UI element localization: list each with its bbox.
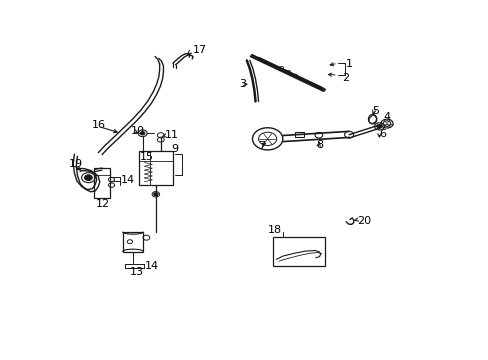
Text: 4: 4 <box>383 112 390 122</box>
Text: 3: 3 <box>239 79 246 89</box>
Text: 16: 16 <box>92 120 106 130</box>
Circle shape <box>84 175 92 180</box>
Text: 10: 10 <box>131 126 145 136</box>
Text: 13: 13 <box>130 267 143 276</box>
Bar <box>295 132 303 137</box>
Circle shape <box>376 125 381 128</box>
Text: 20: 20 <box>356 216 370 226</box>
Text: 18: 18 <box>267 225 281 235</box>
Text: 14: 14 <box>145 261 159 270</box>
Text: 12: 12 <box>96 199 110 209</box>
Text: 7: 7 <box>258 141 265 151</box>
Circle shape <box>153 193 158 196</box>
Bar <box>94 168 109 198</box>
Circle shape <box>140 132 144 135</box>
Text: 5: 5 <box>371 106 378 116</box>
Bar <box>273 237 324 266</box>
Text: 11: 11 <box>164 130 178 140</box>
Text: 6: 6 <box>379 129 386 139</box>
Text: 9: 9 <box>171 144 178 154</box>
Text: 19: 19 <box>68 159 82 169</box>
Text: 8: 8 <box>315 140 322 150</box>
Text: 15: 15 <box>139 152 153 162</box>
Text: 14: 14 <box>121 175 135 185</box>
Bar <box>139 151 173 185</box>
Bar <box>122 232 143 252</box>
Text: 1: 1 <box>345 59 352 69</box>
Text: 17: 17 <box>193 45 207 55</box>
Text: 2: 2 <box>342 73 349 84</box>
